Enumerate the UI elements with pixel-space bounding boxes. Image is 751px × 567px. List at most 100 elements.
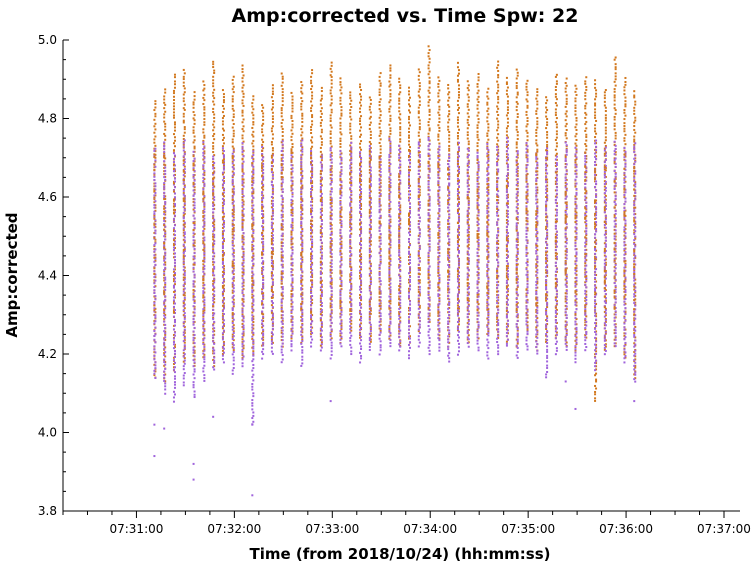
data-point	[624, 96, 627, 99]
data-point	[212, 160, 215, 163]
data-point	[457, 93, 460, 96]
data-point	[163, 310, 166, 313]
data-point	[565, 110, 568, 113]
data-point	[281, 75, 284, 78]
data-point	[624, 83, 627, 86]
data-point	[251, 271, 254, 274]
data-point	[585, 88, 588, 91]
data-point	[634, 325, 637, 328]
data-point	[487, 153, 490, 156]
data-point	[163, 272, 166, 275]
data-point	[241, 307, 244, 310]
data-point	[154, 112, 157, 115]
data-point	[516, 71, 519, 74]
data-point	[261, 267, 264, 270]
data-point	[417, 116, 420, 119]
data-point	[163, 245, 166, 248]
data-point	[486, 116, 489, 119]
data-point	[153, 310, 156, 313]
data-point	[222, 150, 225, 153]
data-point	[428, 129, 431, 132]
data-point	[310, 107, 313, 110]
data-point	[339, 89, 342, 92]
data-point	[339, 96, 342, 99]
data-point	[379, 98, 382, 101]
data-point	[408, 140, 411, 143]
data-point	[339, 211, 342, 214]
data-point	[154, 135, 157, 138]
data-point	[252, 121, 255, 124]
data-point	[231, 244, 234, 247]
data-point	[231, 266, 234, 269]
data-point	[633, 143, 636, 146]
scatter-points	[153, 45, 637, 497]
data-point	[154, 229, 157, 232]
data-point	[409, 111, 412, 114]
data-point	[399, 113, 402, 116]
data-point	[202, 102, 205, 105]
data-point	[261, 143, 264, 146]
data-point	[262, 245, 265, 248]
data-point	[564, 278, 567, 281]
data-point	[457, 238, 460, 241]
data-point	[203, 321, 206, 324]
data-point	[271, 137, 274, 140]
data-point	[565, 203, 568, 206]
data-point	[417, 94, 420, 97]
data-point	[389, 89, 392, 92]
data-point	[280, 122, 283, 125]
data-point	[231, 260, 234, 263]
data-point	[221, 241, 224, 244]
data-point	[584, 318, 587, 321]
data-point	[330, 312, 333, 315]
data-point	[164, 382, 167, 385]
data-point	[213, 278, 216, 281]
data-point	[368, 253, 371, 256]
data-point	[182, 368, 185, 371]
data-point	[437, 202, 440, 205]
data-point	[202, 179, 205, 182]
data-point	[624, 76, 627, 79]
data-point	[339, 189, 342, 192]
data-point	[183, 282, 186, 285]
data-point	[388, 168, 391, 171]
data-point	[173, 259, 176, 262]
data-point	[212, 284, 215, 287]
data-point	[203, 236, 206, 239]
data-point	[497, 74, 500, 77]
data-point	[389, 246, 392, 249]
data-point	[193, 157, 196, 160]
data-point	[565, 137, 568, 140]
data-point	[594, 176, 597, 179]
data-point	[319, 110, 322, 113]
data-point	[182, 340, 185, 343]
data-point	[300, 237, 303, 240]
data-point	[457, 266, 460, 269]
data-point	[164, 283, 167, 286]
data-point	[466, 118, 469, 121]
data-point	[213, 233, 216, 236]
data-point	[300, 102, 303, 105]
data-point	[614, 84, 617, 87]
data-point	[182, 107, 185, 110]
data-point	[466, 121, 469, 124]
data-point	[448, 91, 451, 94]
data-point	[536, 276, 539, 279]
data-point	[526, 119, 529, 122]
data-point	[212, 151, 215, 154]
data-point	[437, 101, 440, 104]
data-point	[203, 182, 206, 185]
data-point	[173, 386, 176, 389]
data-point	[536, 248, 539, 251]
data-point	[389, 127, 392, 130]
data-point	[603, 141, 606, 144]
data-point	[311, 97, 314, 100]
data-point	[153, 141, 156, 144]
data-point	[251, 337, 254, 340]
data-point	[487, 330, 490, 333]
data-point	[232, 216, 235, 219]
data-point	[554, 120, 557, 123]
data-point	[270, 206, 273, 209]
data-point	[408, 90, 411, 93]
data-point	[280, 292, 283, 295]
